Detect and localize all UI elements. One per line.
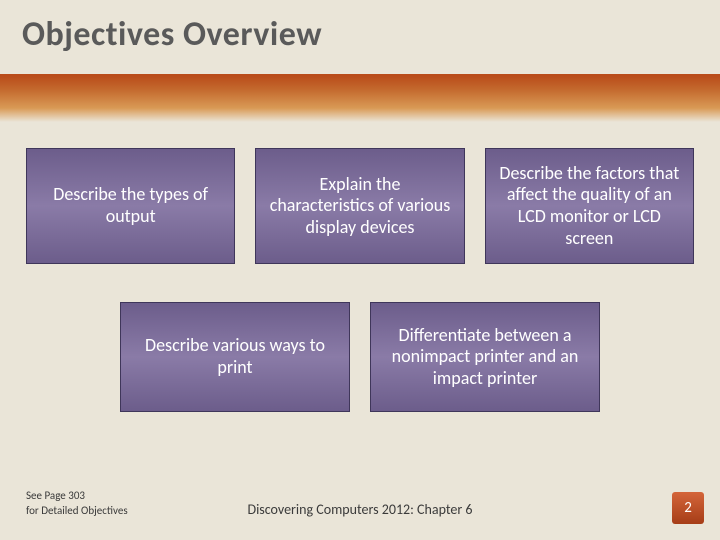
objective-box: Describe the factors that affect the qua… xyxy=(485,148,694,264)
objective-text: Describe various ways to print xyxy=(131,335,339,378)
page-number-badge: 2 xyxy=(672,492,704,524)
objective-box: Describe the types of output xyxy=(26,148,235,264)
slide: Objectives Overview Describe the types o… xyxy=(0,0,720,540)
objective-text: Differentiate between a nonimpact printe… xyxy=(381,325,589,390)
objectives-row-1: Describe the types of output Explain the… xyxy=(26,148,694,264)
footer-center-text: Discovering Computers 2012: Chapter 6 xyxy=(0,501,720,518)
page-title: Objectives Overview xyxy=(22,14,322,55)
objective-box: Describe various ways to print xyxy=(120,302,350,412)
objective-box: Explain the characteristics of various d… xyxy=(255,148,464,264)
accent-bar xyxy=(0,74,720,122)
objective-text: Describe the factors that affect the qua… xyxy=(496,163,683,249)
objective-text: Explain the characteristics of various d… xyxy=(266,174,453,239)
objectives-row-2: Describe various ways to print Different… xyxy=(120,302,600,412)
page-number: 2 xyxy=(684,499,692,517)
objective-text: Describe the types of output xyxy=(37,184,224,227)
objective-box: Differentiate between a nonimpact printe… xyxy=(370,302,600,412)
